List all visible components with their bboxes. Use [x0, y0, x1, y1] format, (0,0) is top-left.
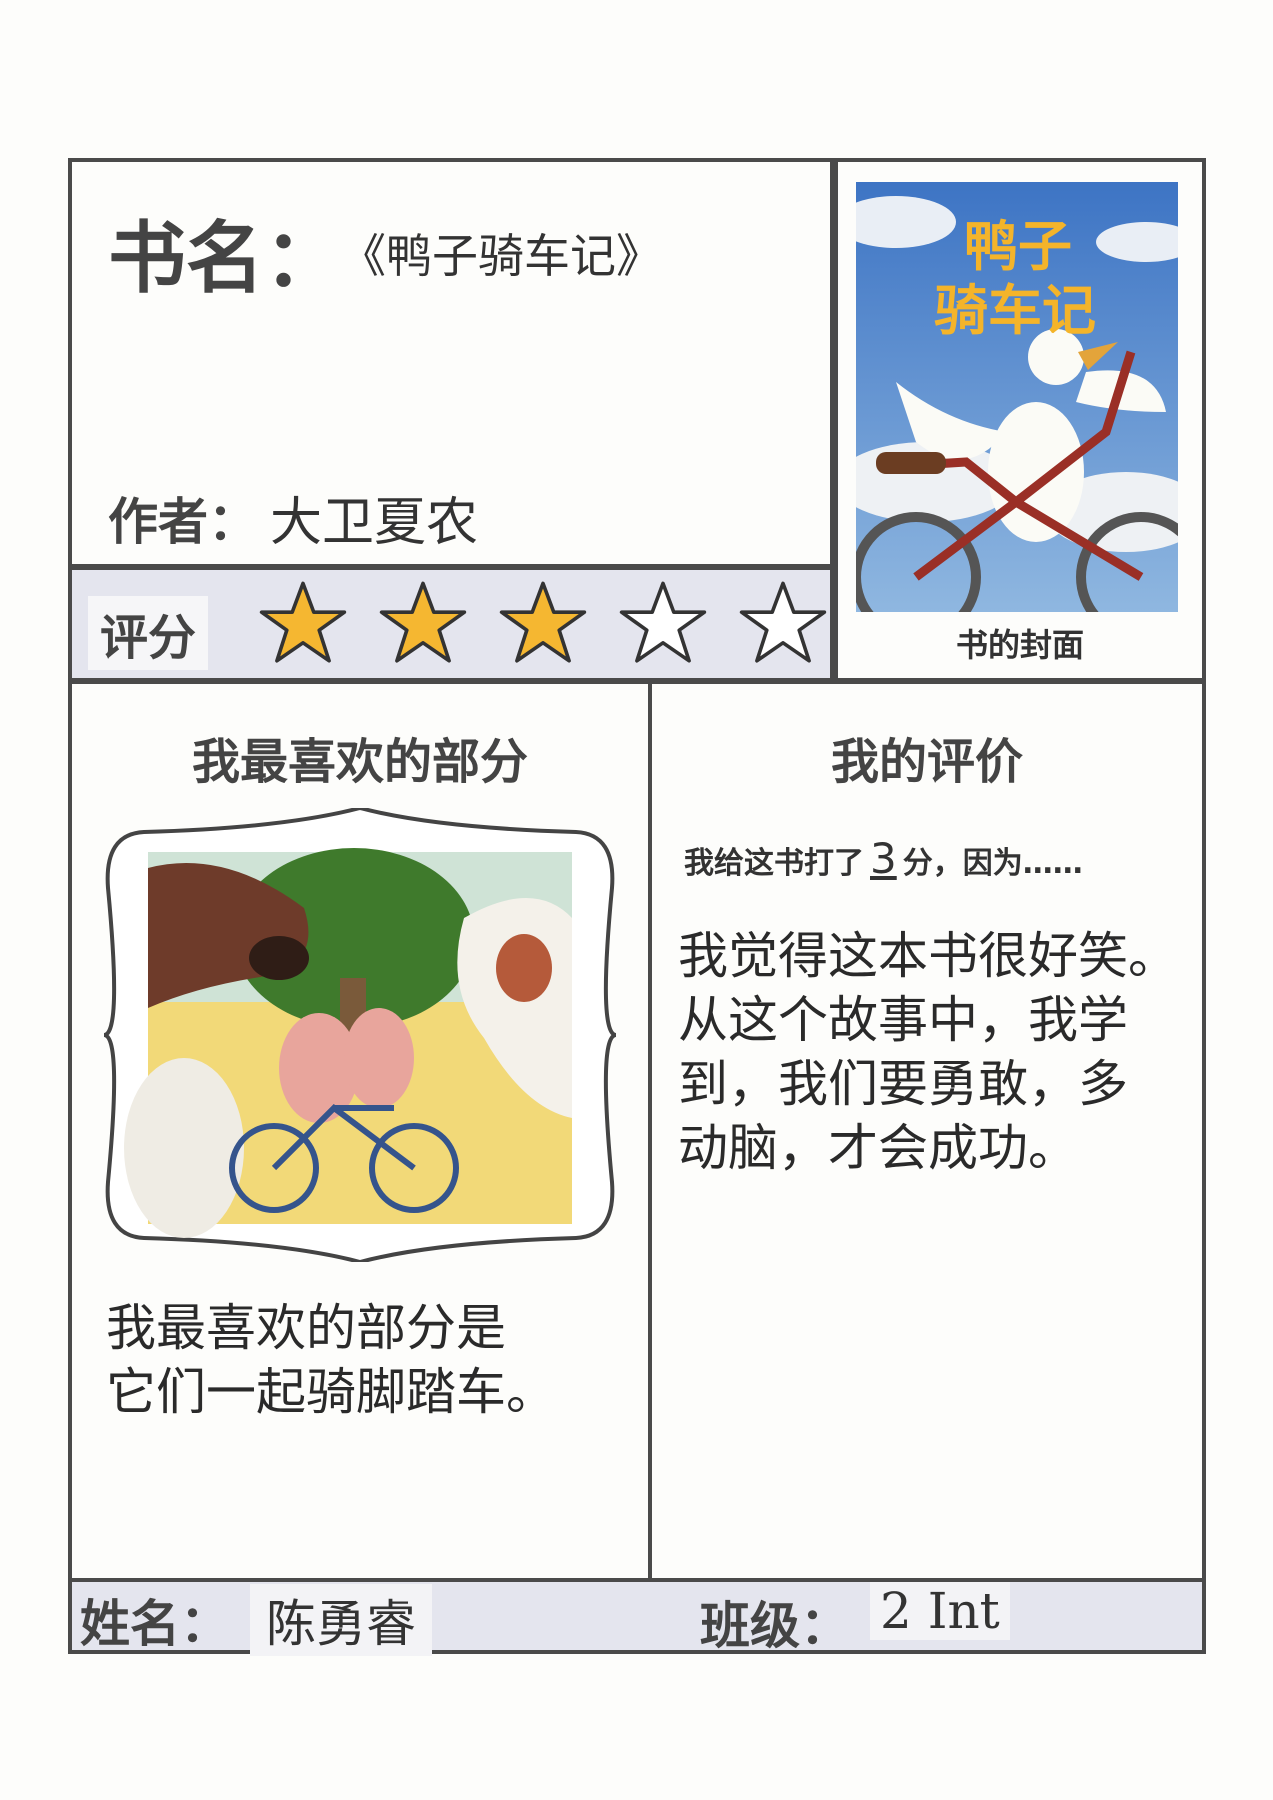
review-heading: 我的评价 — [830, 734, 1023, 790]
star-filled-icon — [378, 578, 468, 668]
rating-label: 评分 — [88, 596, 209, 670]
star-filled-icon — [258, 578, 348, 668]
author-label: 作者： — [108, 493, 258, 551]
author-value: 大卫夏农 — [270, 493, 479, 553]
favorite-text-line2: 它们一起骑脚踏车。 — [106, 1363, 556, 1421]
review-line-2: 从这个故事中，我学 — [678, 991, 1128, 1049]
book-title-value: 《鸭子骑车记》 — [340, 229, 662, 283]
star-empty-icon — [618, 578, 708, 668]
book-cover-image: 鸭子 骑车记 — [856, 182, 1178, 612]
review-score: 3 — [870, 834, 897, 883]
footer-row — [68, 1578, 1206, 1654]
review-lead-suffix: 分，因为…… — [902, 846, 1083, 881]
favorite-picture — [103, 805, 617, 1265]
review-lead-prefix: 我给这书打了 — [684, 846, 864, 881]
class-value: 2 Int — [870, 1582, 1010, 1640]
name-label: 姓名： — [80, 1595, 230, 1653]
review-lead: 我给这书打了 3 分，因为…… — [684, 834, 1083, 883]
review-line-1: 我觉得这本书很好笑。 — [678, 927, 1178, 985]
rating-stars — [258, 578, 828, 668]
book-title-label: 书名： — [108, 214, 343, 304]
star-filled-icon — [498, 578, 588, 668]
name-value: 陈勇睿 — [250, 1584, 432, 1656]
cover-title-line1: 鸭子 — [964, 215, 1072, 278]
cover-caption: 书的封面 — [955, 626, 1084, 664]
cover-title-line2: 骑车记 — [934, 279, 1096, 342]
favorite-heading: 我最喜欢的部分 — [191, 734, 528, 790]
review-line-3: 到，我们要勇敢，多 — [678, 1055, 1128, 1113]
favorite-text-line1: 我最喜欢的部分是 — [106, 1299, 506, 1357]
class-label: 班级： — [700, 1597, 850, 1655]
star-empty-icon — [738, 578, 828, 668]
review-line-4: 动脑，才会成功。 — [678, 1119, 1078, 1177]
